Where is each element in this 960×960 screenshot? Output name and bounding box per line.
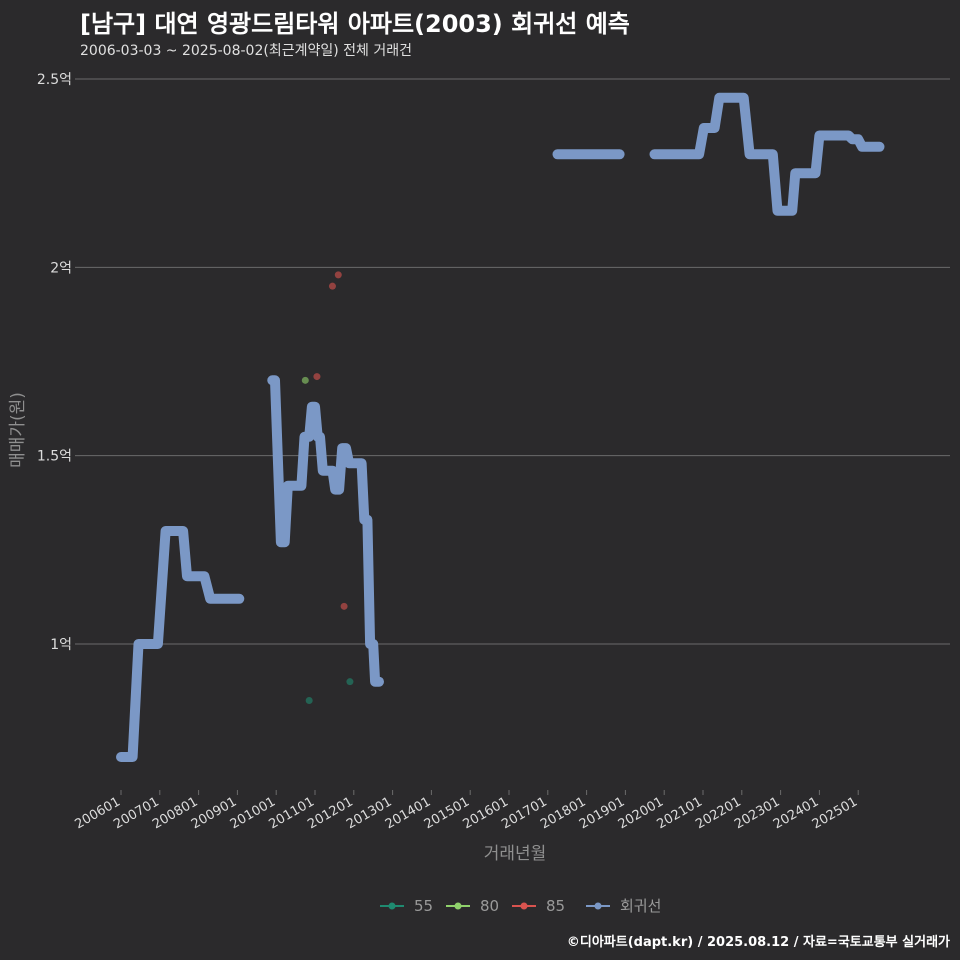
- x-tick-label: 202501: [810, 794, 860, 832]
- scatter-point-85: [328, 282, 336, 290]
- legend: 55 80 85 회귀선: [380, 897, 661, 915]
- scatter-point-85: [313, 373, 321, 381]
- y-tick-label: 1억: [50, 637, 72, 653]
- y-tick-label: 2.5억: [37, 72, 72, 88]
- chart-title: [남구] 대연 영광드림타워 아파트(2003) 회귀선 예측: [80, 10, 630, 38]
- regression-line-segment: [649, 92, 885, 216]
- scatter-points: [301, 271, 354, 704]
- source-caption: ©디아파트(dapt.kr) / 2025.08.12 / 자료=국토교통부 실…: [566, 935, 950, 950]
- y-tick-label: 1.5억: [37, 449, 72, 465]
- legend-item-3: 85: [512, 897, 565, 915]
- regression-line: [116, 92, 885, 762]
- legend-label: 85: [546, 897, 565, 915]
- legend-swatch-dot: [388, 902, 396, 910]
- x-axis-title: 거래년월: [484, 844, 547, 864]
- legend-swatch-dot: [520, 902, 528, 910]
- scatter-point-55: [346, 678, 354, 686]
- scatter-point-85: [334, 271, 342, 279]
- legend-swatch-dot: [594, 902, 602, 910]
- grid-layer: [80, 78, 950, 645]
- legend-item-1: 55: [380, 897, 433, 915]
- legend-label: 55: [414, 897, 433, 915]
- y-axis: 1억 1.5억 2억 2.5억: [37, 72, 80, 653]
- legend-label: 회귀선: [620, 897, 661, 915]
- scatter-point-85: [340, 602, 348, 610]
- regression-line-segment: [116, 526, 245, 762]
- legend-item-4: 회귀선: [586, 897, 661, 915]
- legend-label: 80: [480, 897, 499, 915]
- y-axis-title: 매매가(원): [8, 392, 28, 468]
- y-tick-label: 2억: [50, 260, 72, 276]
- x-axis: 2006012007012008012009012010012011012012…: [73, 790, 860, 832]
- scatter-point-80: [301, 376, 309, 384]
- chart-subtitle: 2006-03-03 ~ 2025-08-02(최근계약일) 전체 거래건: [80, 43, 412, 59]
- legend-swatch-dot: [454, 902, 462, 910]
- legend-item-2: 80: [446, 897, 499, 915]
- scatter-point-55: [305, 697, 313, 704]
- regression-line-segment: [267, 375, 384, 687]
